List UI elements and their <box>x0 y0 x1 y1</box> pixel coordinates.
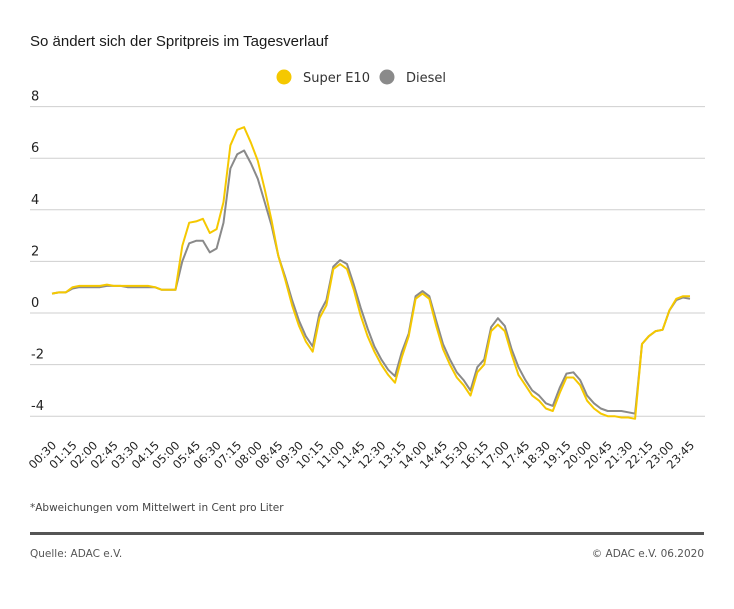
y-tick-label: 8 <box>31 90 39 105</box>
legend-item[interactable]: Super E10 <box>276 69 370 87</box>
y-tick-label: 2 <box>31 244 39 259</box>
copyright-text: © ADAC e.V. 06.2020 <box>591 548 704 560</box>
legend-label: Diesel <box>406 71 446 86</box>
legend-item[interactable]: Diesel <box>379 69 446 87</box>
series-line-diesel <box>51 149 691 415</box>
series-line-super-e10 <box>51 126 690 420</box>
y-tick-label: 0 <box>31 296 39 311</box>
legend-marker-icon <box>276 69 292 85</box>
y-tick-label: 4 <box>31 193 39 208</box>
y-tick-label: 6 <box>31 141 39 156</box>
legend-label: Super E10 <box>303 71 370 86</box>
divider <box>30 532 704 535</box>
chart-title: So ändert sich der Spritpreis im Tagesve… <box>30 33 329 50</box>
legend-marker-icon <box>379 69 395 85</box>
source-text: Quelle: ADAC e.V. <box>30 548 123 560</box>
chart-footnote: *Abweichungen vom Mittelwert in Cent pro… <box>30 502 284 514</box>
y-tick-label: -2 <box>31 348 44 363</box>
y-tick-label: -4 <box>31 399 44 414</box>
line-chart: 86420-2-400:3001:1502:0002:4503:3004:150… <box>26 69 705 472</box>
